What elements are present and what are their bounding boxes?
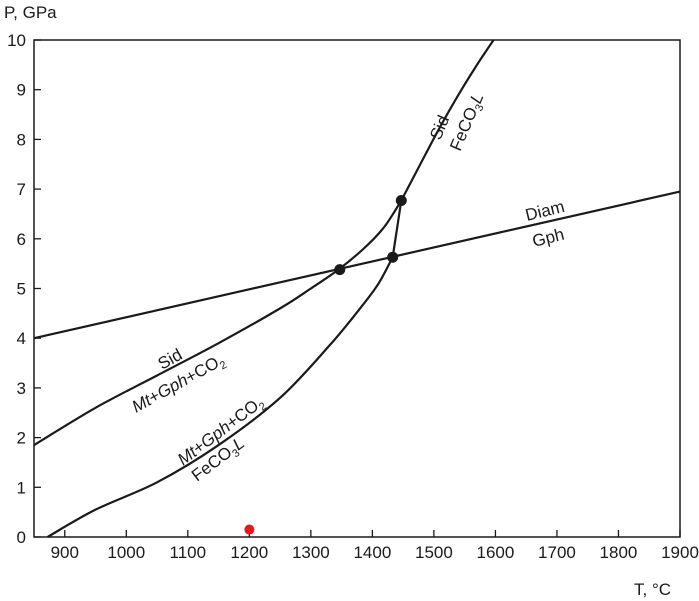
y-axis-label: P, GPa bbox=[4, 3, 57, 22]
y-tick-label-10: 10 bbox=[7, 31, 26, 50]
label-feco3l-upper-main: FeCO bbox=[446, 104, 481, 153]
label-co2-sub-a: 2 bbox=[218, 359, 229, 372]
x-tick-label-1700: 1700 bbox=[538, 543, 576, 562]
x-tick-label-1800: 1800 bbox=[600, 543, 638, 562]
series-layer bbox=[33, 39, 681, 538]
y-tick-label-9: 9 bbox=[17, 81, 26, 100]
curve-mt-gph-co2-feco3l bbox=[46, 256, 394, 538]
label-sid-lower: Sid bbox=[155, 345, 186, 374]
x-axis-label: T, °C bbox=[634, 580, 671, 599]
y-tick-label-6: 6 bbox=[17, 230, 26, 249]
invariant-point-1 bbox=[334, 264, 346, 276]
x-tick-label-1100: 1100 bbox=[170, 543, 207, 562]
curve-feco3l-connector bbox=[391, 200, 403, 258]
y-tick-label-4: 4 bbox=[17, 329, 26, 348]
label-feco3l-upper: FeCO3L bbox=[446, 90, 490, 155]
red-marker-point bbox=[244, 524, 255, 535]
label-diam: Diam bbox=[523, 197, 566, 225]
y-tick-label-8: 8 bbox=[17, 130, 26, 149]
invariant-point-2 bbox=[387, 251, 399, 263]
invariant-point-3 bbox=[395, 195, 407, 207]
x-tick-label-900: 900 bbox=[51, 543, 79, 562]
invariant-points bbox=[244, 195, 407, 535]
curve-sid-feco3l bbox=[400, 39, 495, 202]
curve-sid-mt-gph-co2 bbox=[33, 199, 403, 446]
y-tick-label-3: 3 bbox=[17, 379, 26, 398]
y-tick-label-7: 7 bbox=[17, 180, 26, 199]
x-tick-label-1400: 1400 bbox=[353, 543, 391, 562]
y-tick-label-0: 0 bbox=[17, 528, 26, 547]
x-tick-label-1600: 1600 bbox=[477, 543, 515, 562]
y-tick-label-2: 2 bbox=[17, 429, 26, 448]
label-gph: Gph bbox=[530, 225, 566, 251]
plot-frame bbox=[33, 39, 681, 538]
label-feco3l-upper-tail: L bbox=[466, 90, 487, 106]
x-tick-label-1300: 1300 bbox=[292, 543, 330, 562]
label-feco3l-upper-sub: 3 bbox=[473, 103, 486, 113]
axis-ticks: 900 1000 1100 1200 1300 1400 1500 1600 1700 1800 1… bbox=[7, 31, 699, 562]
x-tick-label-1000: 1000 bbox=[107, 543, 145, 562]
x-tick-label-1500: 1500 bbox=[415, 543, 453, 562]
y-tick-label-5: 5 bbox=[17, 280, 26, 299]
x-tick-label-1900: 1900 bbox=[661, 543, 699, 562]
y-tick-label-1: 1 bbox=[17, 478, 26, 497]
curve-diam-gph bbox=[33, 190, 681, 340]
x-tick-label-1200: 1200 bbox=[230, 543, 268, 562]
